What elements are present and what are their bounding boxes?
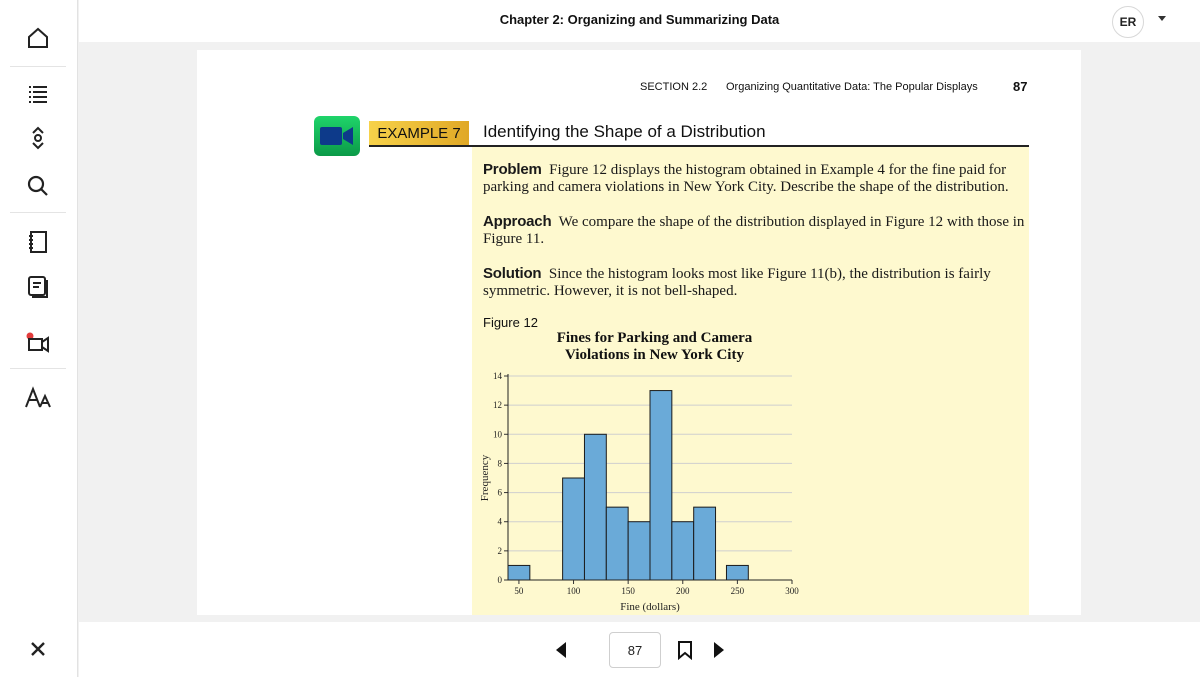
y-tick-label: 14 [493, 371, 503, 381]
x-tick-label: 150 [621, 586, 635, 596]
approach-lead: Approach [483, 213, 552, 230]
chapter-title: Chapter 2: Organizing and Summarizing Da… [499, 12, 780, 27]
problem-paragraph: Problem Figure 12 displays the histogram… [483, 161, 1028, 196]
solution-paragraph: Solution Since the histogram looks most … [483, 265, 1028, 300]
search-icon[interactable] [14, 166, 62, 206]
page-scroll-icon[interactable] [14, 118, 62, 158]
solution-lead: Solution [483, 265, 542, 282]
y-tick-label: 8 [498, 458, 503, 468]
bookmark-icon[interactable] [677, 640, 693, 665]
y-tick-label: 12 [493, 400, 502, 410]
histogram-chart: 0 2 4 6 8 10 12 14 50 100 150 200 250 300 Fine (dollar… [479, 371, 799, 613]
figure-label: Figure 12 [483, 315, 538, 330]
histogram-bar [583, 433, 607, 581]
previous-page-icon[interactable] [555, 641, 567, 664]
media-icon[interactable] [14, 322, 62, 362]
example-body: Problem Figure 12 displays the histogram… [472, 147, 1029, 615]
x-tick-label: 250 [731, 586, 745, 596]
chart-title: Fines for Parking and Camera Violations … [556, 330, 753, 363]
home-icon[interactable] [14, 18, 62, 58]
section-title: Organizing Quantitative Data: The Popula… [726, 81, 978, 93]
bottom-bar: 87 [79, 622, 1200, 677]
problem-lead: Problem [483, 161, 542, 178]
x-tick-label: 100 [567, 586, 581, 596]
x-tick-label: 300 [785, 586, 799, 596]
flashcards-icon[interactable] [14, 266, 62, 306]
book-page: SECTION 2.2 Organizing Quantitative Data… [197, 50, 1081, 615]
close-icon[interactable] [14, 629, 62, 669]
running-header: SECTION 2.2 Organizing Quantitative Data… [197, 79, 1081, 96]
example-title: Identifying the Shape of a Distribution [483, 122, 766, 141]
video-icon[interactable] [314, 116, 360, 156]
y-tick-label: 4 [498, 517, 503, 527]
approach-text: We compare the shape of the distribution… [483, 214, 1025, 247]
histogram-bar [649, 390, 673, 581]
y-tick-label: 2 [498, 546, 503, 556]
table-of-contents-icon[interactable] [14, 74, 62, 114]
histogram-bar [627, 521, 651, 581]
solution-text: Since the histogram looks most like Figu… [483, 266, 991, 299]
page-number-input[interactable]: 87 [609, 632, 661, 668]
problem-text: Figure 12 displays the histogram obtaine… [483, 162, 1009, 195]
y-tick-label: 10 [493, 429, 503, 439]
histogram-bar [671, 521, 695, 581]
histogram-bar [507, 564, 531, 581]
user-avatar[interactable]: ER [1112, 6, 1144, 38]
section-number: SECTION 2.2 [640, 81, 708, 93]
x-tick-label: 200 [676, 586, 690, 596]
notebook-icon[interactable] [14, 222, 62, 262]
top-bar: Chapter 2: Organizing and Summarizing Da… [79, 0, 1200, 42]
next-page-icon[interactable] [713, 641, 725, 664]
histogram-bar [693, 506, 717, 581]
example-badge: EXAMPLE 7 [369, 121, 469, 145]
approach-paragraph: Approach We compare the shape of the dis… [483, 213, 1028, 248]
chevron-down-icon[interactable] [1158, 16, 1166, 21]
y-axis-label: Frequency [479, 454, 491, 501]
x-tick-label: 50 [514, 586, 524, 596]
histogram-bar [605, 506, 629, 581]
histogram-bar [725, 564, 749, 581]
y-tick-label: 0 [498, 575, 503, 585]
left-toolbar [0, 0, 78, 677]
text-size-icon[interactable] [14, 378, 62, 418]
page-number: 87 [1013, 79, 1028, 94]
example-rule [369, 145, 1029, 147]
y-tick-label: 6 [498, 488, 503, 498]
x-axis-label: Fine (dollars) [620, 601, 680, 613]
histogram-bar [562, 477, 585, 581]
